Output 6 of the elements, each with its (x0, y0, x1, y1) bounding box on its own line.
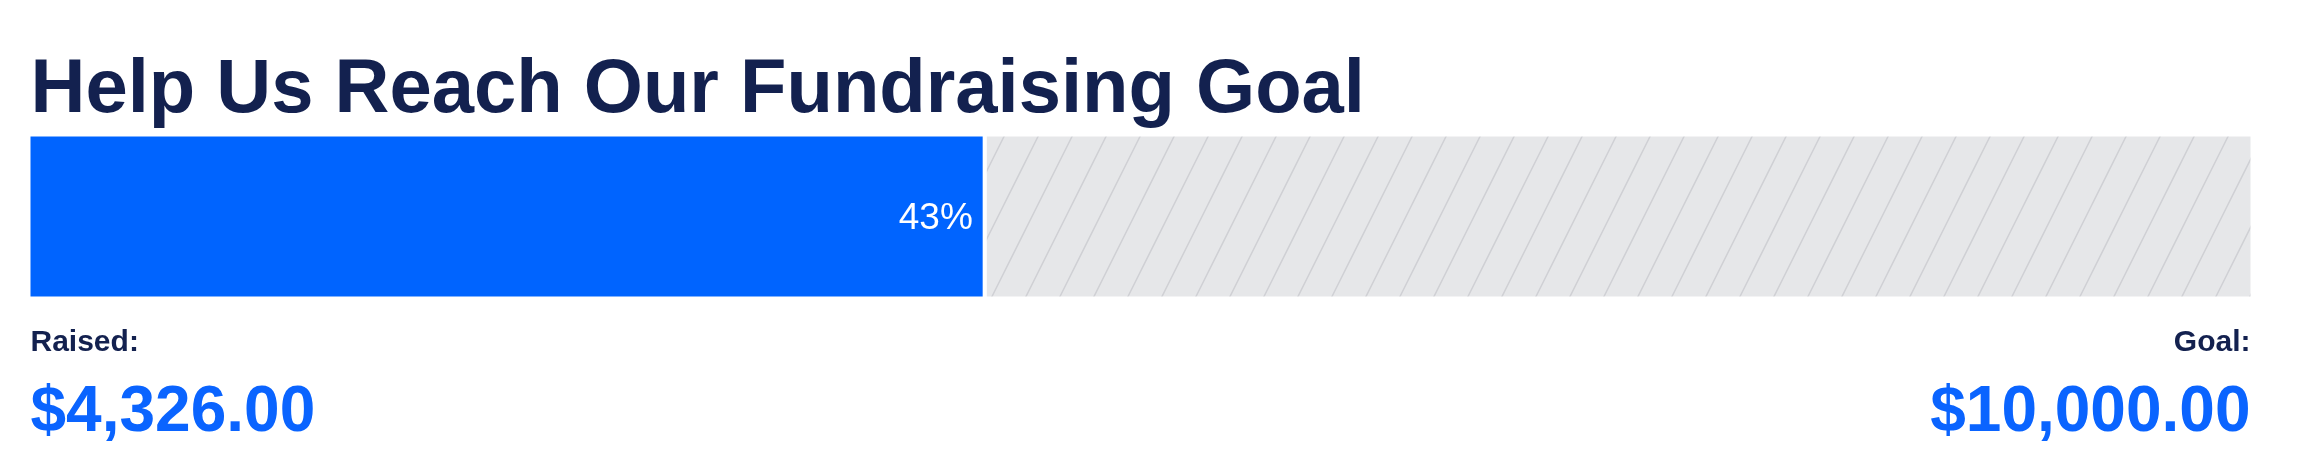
data-label: 43% (898, 196, 973, 237)
text: $4,326.00 (30, 372, 316, 445)
chart-title: Help Us Reach Our Fundraising Goal (30, 43, 1365, 128)
text: $10,000.00 (1930, 372, 2251, 445)
text: Raised: (30, 324, 139, 357)
text: Goal: (2173, 324, 2251, 357)
